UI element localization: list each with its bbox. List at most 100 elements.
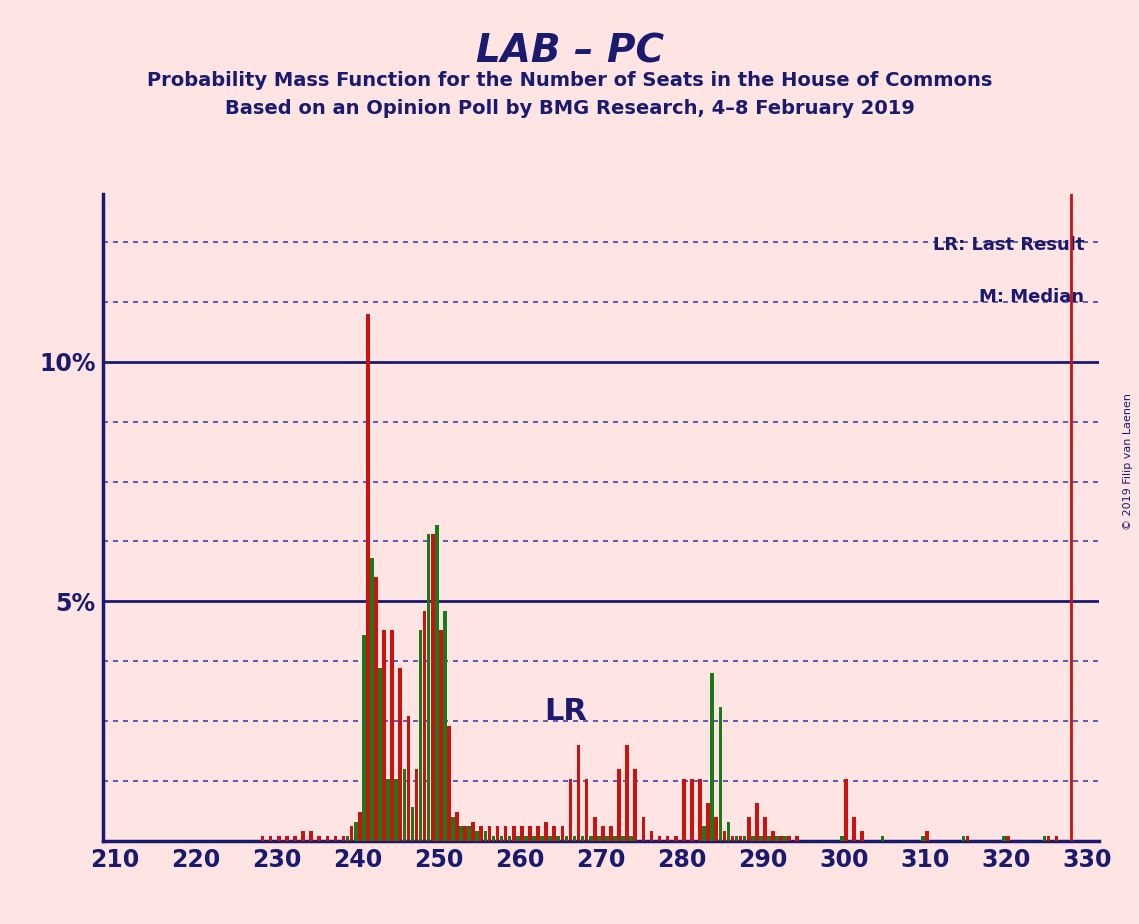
Bar (621, 836, 625, 841)
Bar (921, 836, 925, 841)
Text: M: Median: M: Median (980, 288, 1084, 306)
Bar (411, 808, 415, 841)
Bar (666, 836, 670, 841)
Bar (747, 817, 751, 841)
Bar (703, 826, 706, 841)
Bar (346, 836, 350, 841)
Bar (524, 836, 527, 841)
Bar (860, 832, 865, 841)
Bar (472, 821, 475, 841)
Bar (415, 769, 418, 841)
Bar (625, 745, 629, 841)
Bar (763, 817, 767, 841)
Bar (301, 832, 305, 841)
Bar (1047, 836, 1050, 841)
Bar (771, 832, 775, 841)
Bar (318, 836, 321, 841)
Bar (784, 836, 787, 841)
Bar (690, 779, 694, 841)
Bar (487, 826, 491, 841)
Bar (492, 836, 495, 841)
Bar (467, 826, 472, 841)
Bar (613, 836, 617, 841)
Bar (581, 836, 584, 841)
Bar (536, 826, 540, 841)
Bar (605, 836, 608, 841)
Bar (451, 817, 454, 841)
Bar (722, 832, 727, 841)
Bar (966, 836, 969, 841)
Bar (366, 314, 370, 841)
Bar (358, 812, 361, 841)
Bar (682, 779, 686, 841)
Bar (1002, 836, 1006, 841)
Bar (269, 836, 272, 841)
Bar (1042, 836, 1047, 841)
Bar (719, 707, 722, 841)
Bar (925, 832, 928, 841)
Bar (540, 836, 544, 841)
Bar (711, 674, 714, 841)
Bar (617, 769, 621, 841)
Bar (503, 826, 508, 841)
Bar (841, 836, 844, 841)
Bar (706, 803, 710, 841)
Bar (532, 836, 535, 841)
Bar (435, 525, 439, 841)
Bar (350, 826, 353, 841)
Bar (755, 803, 759, 841)
Bar (386, 779, 390, 841)
Bar (657, 836, 662, 841)
Bar (285, 836, 288, 841)
Bar (394, 779, 398, 841)
Bar (548, 836, 552, 841)
Bar (475, 832, 480, 841)
Bar (779, 836, 782, 841)
Bar (698, 779, 702, 841)
Bar (310, 832, 313, 841)
Bar (1055, 836, 1058, 841)
Bar (565, 836, 568, 841)
Bar (776, 836, 779, 841)
Bar (759, 836, 763, 841)
Bar (557, 836, 560, 841)
Bar (609, 826, 613, 841)
Bar (641, 817, 645, 841)
Bar (727, 821, 730, 841)
Bar (768, 836, 771, 841)
Bar (584, 779, 589, 841)
Bar (464, 826, 467, 841)
Bar (739, 836, 743, 841)
Bar (261, 836, 264, 841)
Text: Based on an Opinion Poll by BMG Research, 4–8 February 2019: Based on an Opinion Poll by BMG Research… (224, 99, 915, 118)
Bar (961, 836, 965, 841)
Bar (407, 716, 410, 841)
Bar (751, 836, 754, 841)
Bar (334, 836, 337, 841)
Bar (880, 836, 884, 841)
Bar (630, 836, 633, 841)
Bar (601, 826, 605, 841)
Bar (544, 821, 548, 841)
Bar (480, 826, 483, 841)
Bar (431, 534, 434, 841)
Bar (568, 779, 572, 841)
Bar (787, 836, 790, 841)
Bar (714, 817, 718, 841)
Bar (448, 726, 451, 841)
Bar (589, 836, 592, 841)
Bar (500, 836, 503, 841)
Text: LR: Last Result: LR: Last Result (933, 236, 1084, 254)
Bar (560, 826, 564, 841)
Bar (427, 534, 431, 841)
Bar (743, 836, 746, 841)
Bar (633, 769, 637, 841)
Bar (573, 836, 576, 841)
Bar (552, 826, 556, 841)
Bar (459, 826, 462, 841)
Bar (674, 836, 678, 841)
Bar (439, 630, 443, 841)
Bar (495, 826, 499, 841)
Bar (649, 832, 654, 841)
Bar (383, 630, 386, 841)
